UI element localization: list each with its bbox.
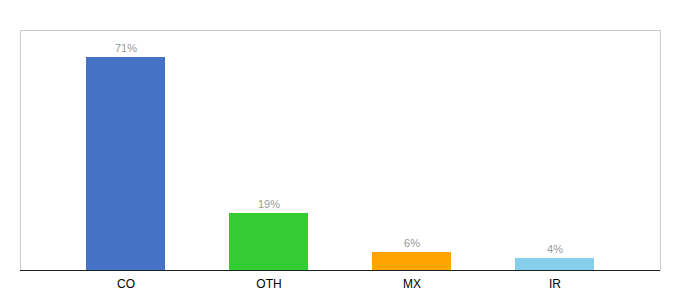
- svg-text:6%: 6%: [404, 237, 420, 249]
- svg-text:IR: IR: [549, 277, 561, 291]
- svg-text:19%: 19%: [258, 198, 280, 210]
- svg-text:OTH: OTH: [256, 277, 281, 291]
- svg-text:CO: CO: [117, 277, 135, 291]
- svg-text:MX: MX: [403, 277, 421, 291]
- svg-text:71%: 71%: [115, 42, 137, 54]
- svg-text:4%: 4%: [547, 243, 563, 255]
